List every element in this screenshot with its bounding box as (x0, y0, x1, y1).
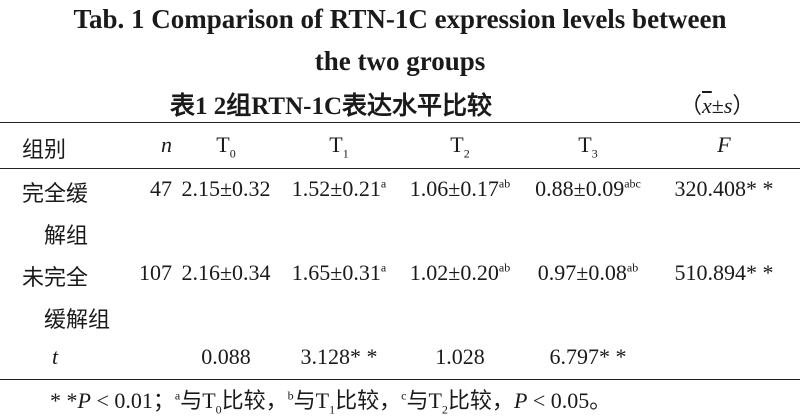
header-cell: T1 (280, 132, 398, 161)
value: 6.797 (549, 344, 600, 369)
row-name: 解组 (44, 223, 89, 248)
data-cell: 1.65±0.31a (280, 260, 398, 286)
mid-rule (0, 168, 800, 169)
header-cell: F (654, 132, 794, 158)
significance: * * (746, 260, 774, 285)
data-cell: 2.16±0.34 (172, 260, 280, 286)
data-cell: 510.894* * (654, 260, 794, 286)
data-cell: 1.52±0.21a (280, 176, 398, 202)
header-cell: T0 (172, 132, 280, 161)
header-sub: 2 (463, 146, 470, 161)
text: P (77, 388, 91, 413)
title-en: the two groups (314, 46, 486, 76)
header-text: 组别 (22, 137, 67, 162)
data-cell: 1.02±0.20ab (398, 260, 522, 286)
title-zh: 表1 2组RTN-1C表达水平比较 (170, 93, 493, 120)
value: 510.894 (674, 260, 747, 285)
text: 比较， (335, 388, 402, 413)
footnote: * *P < 0.01；a与T0比较，b与T1比较，c与T2比较，P < 0.0… (50, 383, 611, 417)
text: c (401, 388, 407, 403)
row-name: 未完全 (22, 265, 89, 290)
data-cell: 6.797* * (522, 344, 654, 370)
header-text: T (216, 132, 230, 157)
data-cell: 2.15±0.32 (172, 176, 280, 202)
sup: ab (498, 176, 511, 191)
value: 1.52±0.21 (291, 176, 381, 201)
value: 1.028 (435, 344, 485, 369)
header-text: T (329, 132, 343, 157)
value: 0.088 (201, 344, 251, 369)
text: （ (680, 93, 703, 118)
value: 320.408 (674, 176, 747, 201)
text: x (702, 93, 712, 118)
header-cell: T2 (398, 132, 522, 161)
text: 与T (293, 388, 330, 413)
header-sub: 3 (591, 146, 598, 161)
text: 0 (215, 402, 222, 417)
sup: a (380, 260, 387, 275)
row-name: 缓解组 (44, 307, 111, 332)
value: 3.128 (300, 344, 351, 369)
value: 0.97±0.08 (537, 260, 627, 285)
text: a (174, 388, 181, 403)
t-name: t (52, 344, 59, 369)
value: 2.15±0.32 (181, 176, 271, 201)
data-cell: 3.128* * (280, 344, 398, 370)
value: 2.16±0.34 (181, 260, 271, 285)
text: ） (732, 93, 755, 118)
header-text: T (450, 132, 464, 157)
unit: （x±s） (680, 88, 754, 120)
text: s (723, 93, 733, 118)
sup: ab (626, 260, 639, 275)
text: ± (711, 93, 724, 118)
text: b (287, 388, 294, 403)
value: 1.06±0.17 (409, 176, 499, 201)
data-cell: 0.088 (172, 344, 280, 370)
header-sub: 0 (229, 146, 236, 161)
text: 比较， (447, 388, 514, 413)
header-cell: T3 (522, 132, 654, 161)
text: < 0.05。 (527, 388, 612, 413)
header-text: T (578, 132, 592, 157)
header-text: n (161, 132, 172, 157)
sup: abc (624, 176, 641, 191)
value: 1.65±0.31 (291, 260, 381, 285)
significance: * * (350, 344, 378, 369)
text: 2 (441, 402, 448, 417)
title-en: Tab. 1 Comparison of RTN-1C expression l… (73, 4, 727, 34)
significance: * * (746, 176, 774, 201)
text: 与T (406, 388, 442, 413)
value: 0.88±0.09 (535, 176, 625, 201)
data-cell: 320.408* * (654, 176, 794, 202)
text: 与T (180, 388, 216, 413)
row-name: 完全缓 (22, 181, 89, 206)
value: 1.02±0.20 (409, 260, 499, 285)
sup: ab (498, 260, 511, 275)
value: 107 (139, 260, 172, 285)
text: 比较， (221, 388, 288, 413)
text: * * (50, 388, 78, 413)
sup: a (380, 176, 387, 191)
header-sub: 1 (342, 146, 349, 161)
text: 1 (329, 402, 336, 417)
text: < 0.01； (90, 388, 175, 413)
top-rule (0, 122, 800, 123)
significance: * * (599, 344, 627, 369)
bottom-rule (0, 379, 800, 380)
data-cell: 0.97±0.08ab (522, 260, 654, 286)
header-cell: 组别 (22, 132, 122, 164)
data-cell: 0.88±0.09abc (522, 176, 654, 202)
value: 47 (150, 176, 172, 201)
data-cell: 1.06±0.17ab (398, 176, 522, 202)
data-cell: 47 (100, 176, 172, 202)
header-cell: n (100, 132, 172, 158)
header-text: F (717, 132, 731, 157)
data-cell: 1.028 (398, 344, 522, 370)
text: P (513, 388, 528, 413)
data-cell: 107 (100, 260, 172, 286)
